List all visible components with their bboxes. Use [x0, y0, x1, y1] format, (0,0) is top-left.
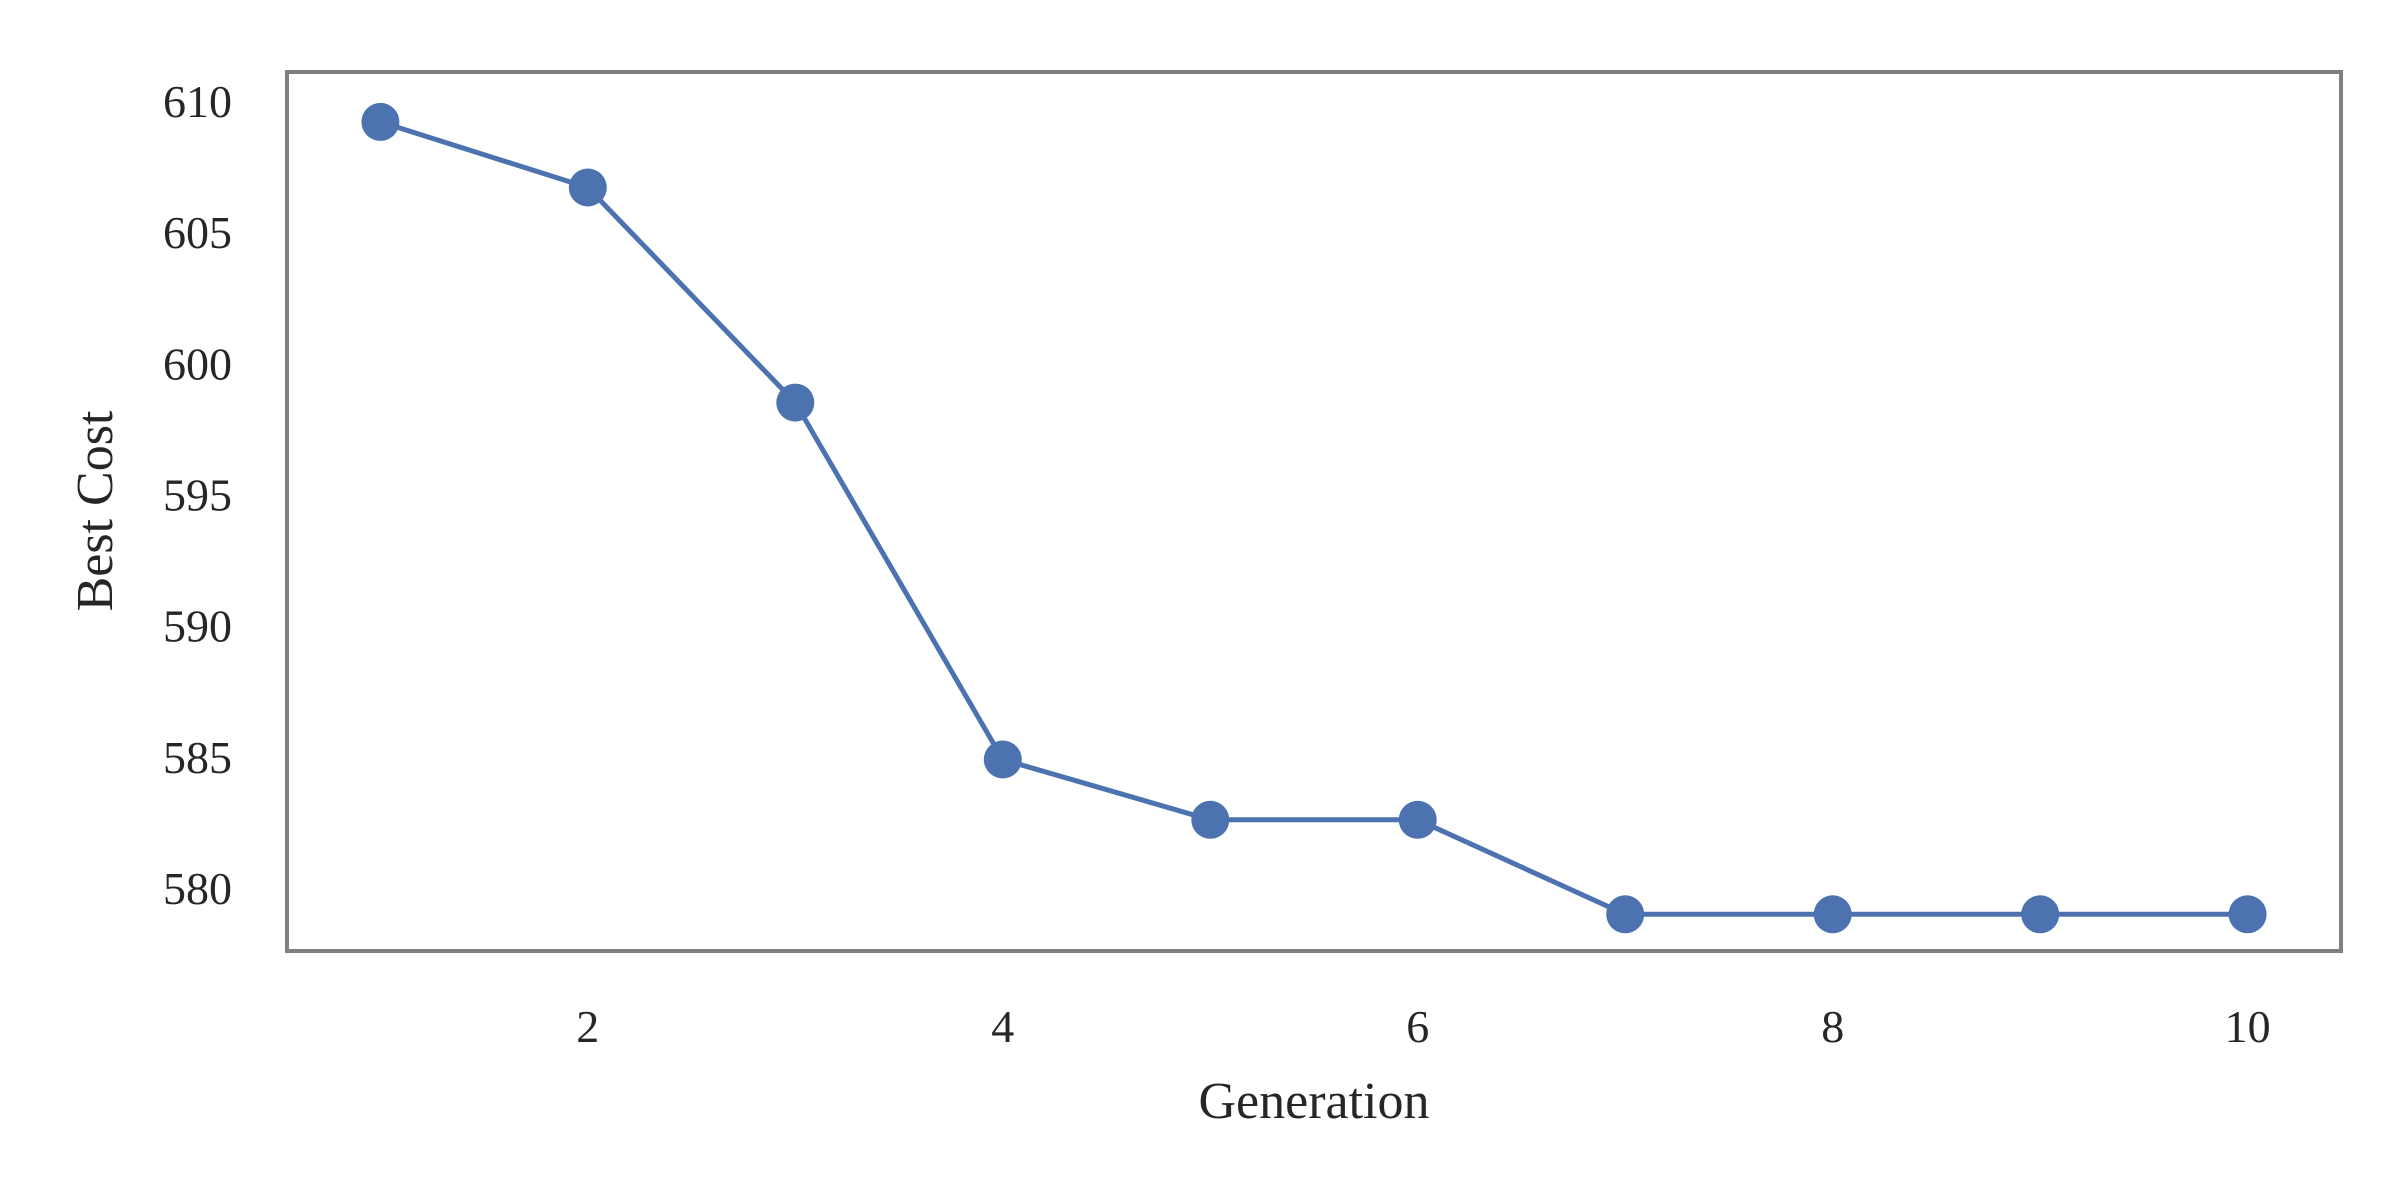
- plot-frame: [285, 70, 2343, 953]
- y-axis-label: Best Cost: [67, 410, 124, 611]
- y-tick-label: 595: [163, 469, 232, 520]
- x-tick-label: 4: [991, 1001, 1014, 1052]
- x-tick-label: 10: [2225, 1001, 2271, 1052]
- series-layer: [361, 102, 2267, 934]
- series-line: [379, 119, 2248, 917]
- data-point: [776, 383, 815, 422]
- data-point: [2021, 895, 2060, 934]
- data-point: [361, 102, 400, 141]
- x-tick-label: 2: [576, 1001, 599, 1052]
- y-tick-label: 610: [163, 76, 232, 127]
- data-point: [2228, 895, 2267, 934]
- data-point: [983, 740, 1022, 779]
- data-point: [1606, 895, 1645, 934]
- y-tick-label: 585: [163, 732, 232, 783]
- x-axis-label: Generation: [1198, 1073, 1429, 1130]
- data-point: [1191, 800, 1230, 839]
- y-tick-label: 580: [163, 863, 232, 914]
- y-tick-label: 605: [163, 207, 232, 258]
- x-axis-ticks: 2 4 6 8 10: [576, 1001, 2270, 1052]
- x-tick-label: 8: [1821, 1001, 1844, 1052]
- data-point: [568, 168, 607, 207]
- y-tick-label: 600: [163, 338, 232, 389]
- y-axis-ticks: 580 585 590 595 600 605 610: [163, 76, 232, 914]
- x-tick-label: 6: [1406, 1001, 1429, 1052]
- data-point: [1813, 895, 1852, 934]
- data-point: [1398, 800, 1437, 839]
- y-tick-label: 590: [163, 601, 232, 652]
